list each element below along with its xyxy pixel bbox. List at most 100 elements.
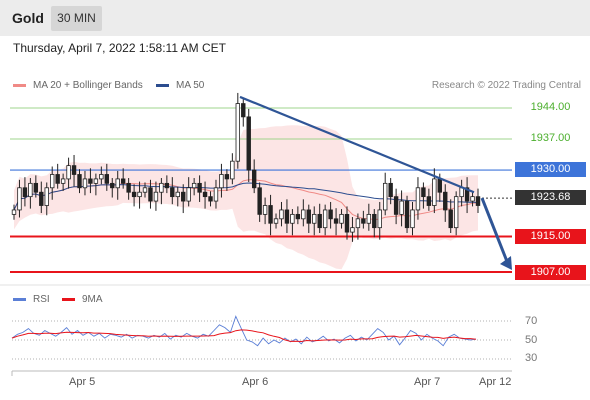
candle-body [131, 191, 137, 198]
level-tag-pivot: 1930.00 [515, 162, 586, 177]
candle-body [93, 178, 99, 184]
candle-body [284, 209, 290, 224]
candle-body [470, 196, 475, 202]
legend-9ma: 9MA [62, 294, 103, 305]
candle-body [164, 182, 170, 189]
candle-body [115, 178, 120, 189]
candle-body [344, 213, 350, 233]
candle-body [295, 213, 301, 220]
x-axis-label-apr12: Apr 12 [479, 376, 512, 388]
candle-body [120, 178, 126, 184]
level-tag-last-price: 1923.68 [515, 190, 586, 205]
candle-body [44, 187, 49, 206]
level-tag-s2: 1907.00 [515, 265, 586, 280]
candle-body [77, 174, 82, 189]
timeframe-button[interactable]: 30 MIN [51, 6, 102, 31]
candle-body [186, 187, 191, 202]
candle-body [350, 227, 355, 233]
candle-body [246, 116, 251, 171]
candle-body [82, 178, 88, 189]
candle-body [66, 165, 71, 180]
candle-body [464, 187, 470, 202]
instrument-title: Gold [12, 10, 44, 26]
candle-body [202, 191, 208, 198]
candle-body [99, 174, 104, 180]
candle-body [241, 103, 246, 118]
level-tag-r2: 1944.00 [530, 101, 571, 113]
candle-body [372, 213, 377, 229]
candle-body [475, 196, 481, 206]
candle-body [404, 200, 410, 229]
candle-body [170, 187, 175, 198]
x-axis-label-apr6: Apr 6 [242, 376, 269, 388]
candle-body [377, 209, 382, 229]
candle-body [208, 196, 213, 202]
candle-body [426, 196, 432, 206]
forecast-arrow-shaft [480, 197, 510, 265]
candle-body [11, 209, 17, 215]
candle-body [148, 187, 153, 202]
candle-body [448, 209, 453, 229]
candle-body [339, 213, 344, 224]
candle-body [432, 178, 437, 206]
candle-body [60, 178, 66, 184]
candle-body [126, 182, 131, 193]
candle-body [257, 187, 262, 215]
candle-body [333, 218, 339, 224]
candle-body [181, 191, 186, 202]
candle-body [290, 213, 295, 224]
candle-body [88, 178, 93, 184]
candle-body [213, 187, 219, 202]
candle-body [142, 187, 148, 193]
ma20-swatch [13, 84, 26, 87]
candle-body [322, 209, 328, 229]
candle-body [230, 160, 235, 180]
ma9-swatch [62, 298, 75, 301]
candle-body [382, 182, 388, 211]
candle-body [17, 187, 22, 211]
candle-body [328, 209, 333, 220]
legend-ma50: MA 50 [156, 80, 204, 91]
ma50-label: MA 50 [176, 80, 205, 91]
ma20-label: MA 20 + Bollinger Bands [33, 80, 143, 91]
candle-body [415, 187, 421, 211]
candle-body [191, 182, 197, 189]
candle-body [301, 209, 306, 220]
candle-body [312, 213, 317, 224]
candle-body [355, 218, 361, 229]
top-bar: Gold 30 MIN [0, 0, 590, 36]
level-tag-s1: 1915.00 [515, 229, 586, 244]
candle-body [251, 169, 257, 189]
candle-body [235, 103, 241, 162]
rsi-tick-30: 30 [525, 352, 538, 364]
candle-body [55, 174, 60, 184]
candle-body [50, 174, 55, 189]
candle-body [22, 187, 28, 198]
credit-text: Research © 2022 Trading Central [431, 80, 581, 91]
candle-body [33, 182, 39, 193]
candle-body [366, 213, 372, 224]
candle-body [306, 209, 311, 224]
candle-body [268, 205, 273, 224]
chart-datetime: Thursday, April 7, 2022 1:58:11 AM CET [13, 41, 226, 55]
candle-body [317, 213, 322, 229]
rsi-label: RSI [33, 294, 50, 305]
candle-body [137, 191, 142, 198]
candle-body [219, 174, 224, 189]
candle-body [399, 200, 404, 215]
candle-body [443, 191, 448, 211]
rsi-swatch [13, 298, 26, 301]
candle-body [224, 174, 230, 180]
ma50-line [13, 182, 479, 211]
candle-body [273, 218, 279, 224]
rsi-tick-50: 50 [525, 334, 538, 346]
candle-body [410, 209, 415, 229]
candle-body [175, 191, 180, 198]
bollinger-bands [14, 125, 478, 270]
candle-body [459, 187, 464, 198]
candle-body [110, 182, 115, 189]
candle-body [39, 191, 44, 206]
candle-body [159, 182, 164, 193]
x-axis-label-apr5: Apr 5 [69, 376, 96, 388]
trendline [239, 95, 475, 194]
